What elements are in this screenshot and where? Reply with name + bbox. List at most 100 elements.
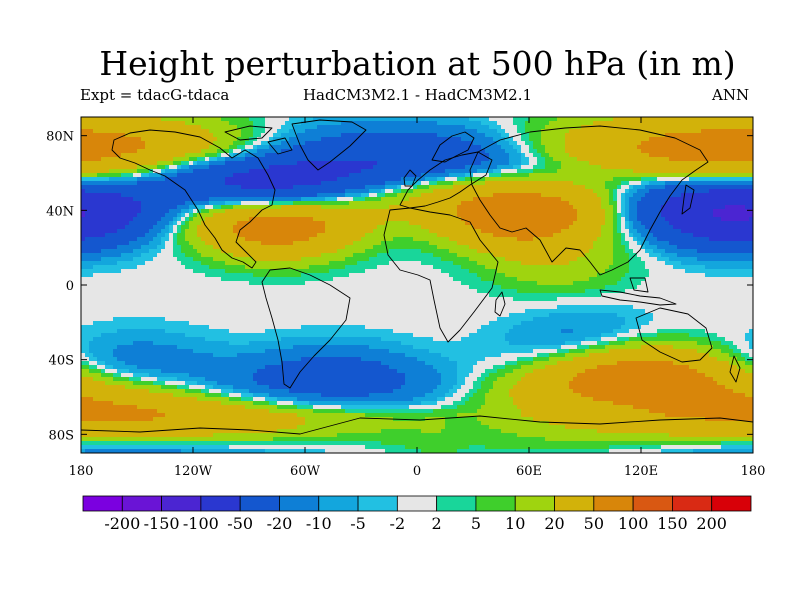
field-cell	[149, 249, 162, 254]
field-cell	[601, 333, 618, 338]
field-cell	[225, 157, 246, 162]
colorbar-label: 20	[544, 514, 564, 533]
field-cell	[253, 377, 406, 382]
field-cell	[617, 313, 654, 318]
field-cell	[353, 241, 382, 246]
field-cell	[117, 245, 142, 250]
field-cell	[669, 221, 753, 226]
field-cell	[521, 149, 530, 154]
field-cell	[501, 133, 510, 138]
field-cell	[625, 317, 654, 322]
field-cell	[505, 365, 522, 370]
field-cell	[445, 425, 490, 430]
field-cell	[465, 381, 474, 386]
field-cell	[609, 197, 614, 202]
field-cell	[473, 393, 486, 398]
field-cell	[729, 345, 738, 350]
field-cell	[429, 185, 454, 190]
field-cell	[469, 373, 482, 378]
field-cell	[81, 117, 162, 122]
colorbar-swatch	[239, 495, 280, 512]
field-cell	[465, 401, 486, 406]
field-cell	[217, 153, 222, 158]
field-cell	[613, 257, 630, 262]
field-cell	[617, 337, 630, 342]
field-cell	[277, 401, 294, 406]
field-cell	[81, 133, 126, 138]
field-cell	[349, 201, 402, 206]
field-cell	[461, 337, 506, 342]
field-cell	[441, 429, 502, 434]
field-cell	[173, 237, 178, 242]
lat-tick-label: 80S	[49, 428, 74, 443]
field-cell	[613, 249, 626, 254]
colorbar-label: 50	[584, 514, 604, 533]
field-cell	[481, 229, 562, 234]
field-cell	[517, 149, 522, 154]
field-cell	[281, 205, 322, 210]
field-cell	[141, 137, 218, 142]
field-cell	[585, 337, 602, 342]
field-cell	[489, 373, 506, 378]
field-cell	[81, 317, 114, 322]
field-cell	[661, 445, 722, 450]
field-cell	[149, 173, 162, 178]
field-cell	[393, 237, 414, 242]
field-cell	[573, 389, 734, 394]
field-cell	[613, 329, 630, 334]
field-cell	[417, 357, 450, 362]
field-cell	[633, 225, 646, 230]
field-cell	[577, 209, 606, 214]
lon-tick-label: 120E	[624, 464, 658, 479]
field-cell	[269, 409, 314, 414]
field-cell	[89, 365, 98, 370]
field-cell	[505, 333, 602, 338]
field-cell	[161, 169, 166, 174]
field-cell	[185, 265, 210, 270]
field-cell	[457, 413, 522, 418]
field-cell	[301, 273, 350, 278]
field-cell	[489, 321, 522, 326]
field-cell	[505, 273, 598, 278]
field-cell	[413, 333, 470, 338]
field-cell	[537, 157, 546, 162]
field-cell	[629, 233, 634, 238]
field-cell	[89, 357, 98, 362]
field-cell	[97, 361, 106, 366]
field-cell	[645, 277, 753, 282]
field-cell	[365, 197, 382, 202]
field-cell	[81, 345, 90, 350]
field-cell	[453, 277, 482, 282]
field-cell	[437, 181, 454, 186]
field-cell	[237, 221, 326, 226]
field-cell	[81, 233, 106, 238]
field-cell	[433, 365, 458, 370]
field-cell	[81, 397, 94, 402]
coastlines	[81, 119, 753, 435]
field-cell	[721, 217, 750, 222]
field-cell	[81, 225, 126, 230]
field-cell	[189, 217, 194, 222]
field-cell	[445, 393, 454, 398]
field-cell	[613, 193, 618, 198]
colorbar-label: 150	[657, 514, 688, 533]
field-cell	[613, 225, 618, 230]
field-cell	[525, 373, 578, 378]
field-cell	[401, 341, 510, 346]
field-cell	[657, 245, 678, 250]
field-cell	[197, 205, 206, 210]
field-cell	[365, 445, 406, 450]
field-cell	[649, 409, 753, 414]
field-cell	[81, 313, 510, 318]
field-cell	[101, 157, 174, 162]
field-cell	[325, 449, 386, 453]
field-cell	[81, 177, 110, 182]
field-cell	[105, 369, 118, 374]
field-cell	[457, 389, 470, 394]
field-cell	[637, 205, 662, 210]
field-cell	[81, 437, 274, 442]
field-cell	[161, 217, 174, 222]
field-cell	[389, 365, 434, 370]
field-cell	[193, 257, 214, 262]
field-cell	[477, 389, 490, 394]
